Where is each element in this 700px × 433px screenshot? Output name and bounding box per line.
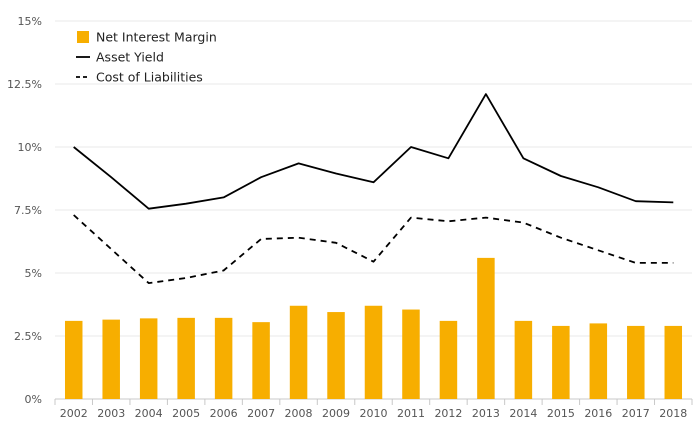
x-tick-label: 2016 [584, 407, 612, 420]
bar-2003 [102, 319, 120, 399]
y-tick-label: 12.5% [7, 78, 42, 91]
bar-2004 [139, 318, 158, 399]
y-tick-label: 7.5% [14, 204, 42, 217]
x-tick-label: 2004 [135, 407, 163, 420]
cost-of-liabilities-line [73, 214, 674, 285]
x-tick-label: 2011 [397, 407, 425, 420]
bar-2015 [552, 325, 570, 399]
x-axis: 2002 2003 2004 2005 2006 2007 2008 2009 2010 2011… [54, 399, 693, 420]
x-tick-label: 2003 [97, 407, 125, 420]
legend-swatch-bar [77, 31, 89, 43]
bar-2010 [364, 305, 383, 399]
x-tick-label: 2006 [210, 407, 238, 420]
bar-2014 [514, 320, 533, 399]
x-tick-label: 2007 [247, 407, 275, 420]
line-series [73, 93, 674, 285]
x-tick-label: 2017 [622, 407, 650, 420]
x-tick-label: 2005 [172, 407, 200, 420]
bar-2007 [252, 322, 270, 399]
bar-2005 [177, 317, 195, 399]
y-axis-labels: 0% 2.5% 5% 7.5% 10% 12.5% 15% [7, 15, 42, 406]
grid-lines [55, 20, 692, 400]
legend: Net Interest Margin Asset Yield Cost of Li… [76, 30, 217, 85]
bar-2013 [477, 257, 495, 399]
bar-2012 [439, 320, 458, 399]
y-tick-label: 10% [18, 141, 42, 154]
x-tick-label: 2013 [472, 407, 500, 420]
bar-2009 [327, 312, 345, 399]
bar-2008 [289, 305, 308, 399]
x-tick-label: 2010 [360, 407, 388, 420]
asset-yield-line [73, 93, 674, 210]
x-tick-label: 2002 [60, 407, 88, 420]
x-tick-label: 2015 [547, 407, 575, 420]
bar-2002 [64, 320, 83, 399]
x-tick-label: 2018 [659, 407, 687, 420]
x-tick-label: 2012 [434, 407, 462, 420]
y-tick-label: 5% [25, 267, 42, 280]
bar-2017 [627, 325, 645, 399]
bar-2006 [214, 317, 233, 399]
y-tick-label: 15% [18, 15, 42, 28]
legend-label: Net Interest Margin [96, 30, 217, 45]
bar-2011 [402, 309, 420, 399]
x-tick-label: 2009 [322, 407, 350, 420]
legend-label: Cost of Liabilities [96, 70, 203, 85]
bar-2018 [664, 325, 683, 399]
legend-label: Asset Yield [96, 50, 164, 65]
x-tick-label: 2008 [285, 407, 313, 420]
y-tick-label: 2.5% [14, 330, 42, 343]
x-tick-label: 2014 [509, 407, 537, 420]
bar-series [64, 257, 683, 399]
y-tick-label: 0% [25, 393, 42, 406]
bar-2016 [589, 323, 608, 399]
